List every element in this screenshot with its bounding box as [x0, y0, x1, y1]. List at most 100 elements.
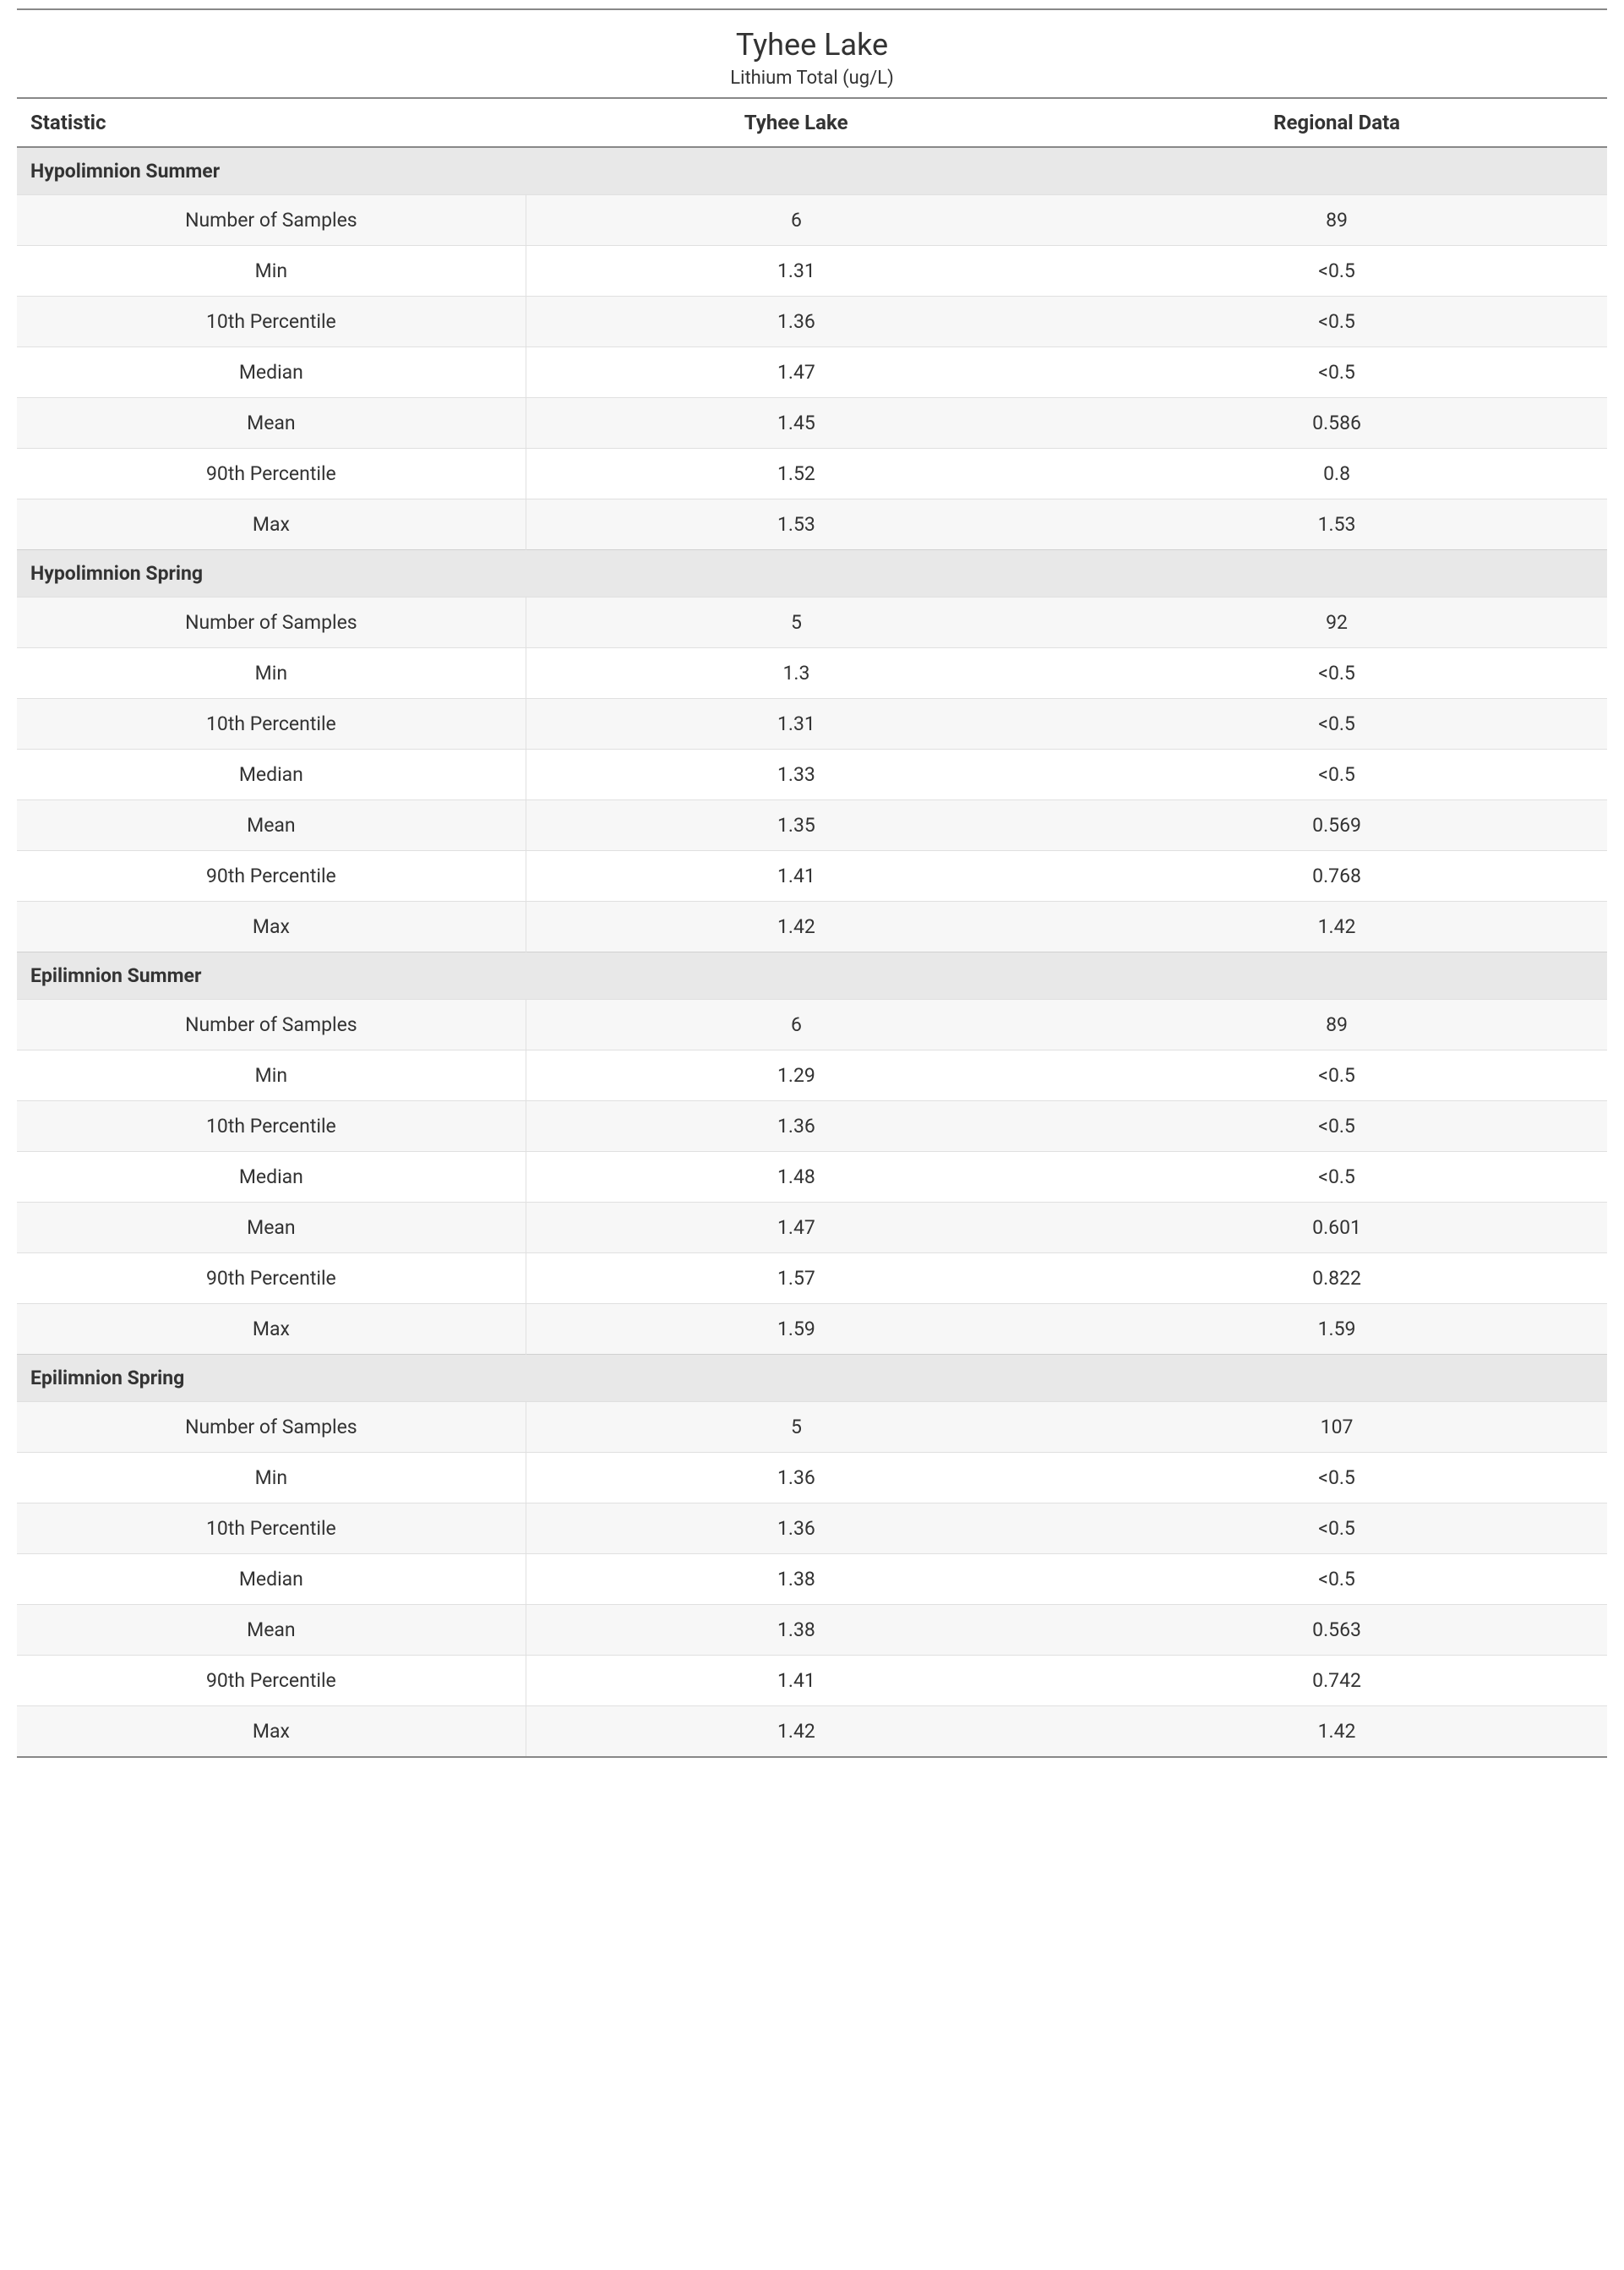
stat-name: 10th Percentile	[17, 1503, 526, 1554]
section-header: Epilimnion Summer	[17, 952, 1607, 1000]
regional-value: <0.5	[1066, 699, 1607, 750]
regional-value: 0.601	[1066, 1203, 1607, 1253]
lake-value: 6	[526, 1000, 1066, 1050]
col-header-regional: Regional Data	[1066, 98, 1607, 147]
table-row: Median1.33<0.5	[17, 750, 1607, 800]
stat-name: Number of Samples	[17, 598, 526, 648]
lake-value: 6	[526, 195, 1066, 246]
table-row: Number of Samples592	[17, 598, 1607, 648]
lake-value: 1.38	[526, 1605, 1066, 1656]
regional-value: 107	[1066, 1402, 1607, 1453]
regional-value: 89	[1066, 1000, 1607, 1050]
table-row: Min1.36<0.5	[17, 1453, 1607, 1503]
table-row: Mean1.470.601	[17, 1203, 1607, 1253]
stat-name: Min	[17, 1050, 526, 1101]
table-row: 90th Percentile1.410.768	[17, 851, 1607, 902]
regional-value: <0.5	[1066, 750, 1607, 800]
lake-value: 1.48	[526, 1152, 1066, 1203]
lake-value: 1.52	[526, 449, 1066, 499]
regional-value: 0.742	[1066, 1656, 1607, 1706]
table-row: Min1.3<0.5	[17, 648, 1607, 699]
table-row: Median1.47<0.5	[17, 347, 1607, 398]
section-header-title: Epilimnion Spring	[17, 1355, 1607, 1402]
lake-value: 1.36	[526, 1101, 1066, 1152]
stat-name: Mean	[17, 398, 526, 449]
stats-table: Statistic Tyhee Lake Regional Data Hypol…	[17, 97, 1607, 1758]
lake-value: 1.29	[526, 1050, 1066, 1101]
table-row: Mean1.450.586	[17, 398, 1607, 449]
regional-value: <0.5	[1066, 297, 1607, 347]
regional-value: <0.5	[1066, 1152, 1607, 1203]
regional-value: 1.42	[1066, 902, 1607, 952]
section-header-title: Epilimnion Summer	[17, 952, 1607, 1000]
table-row: 10th Percentile1.36<0.5	[17, 1101, 1607, 1152]
stat-name: 90th Percentile	[17, 1253, 526, 1304]
stat-name: 10th Percentile	[17, 699, 526, 750]
stat-name: 10th Percentile	[17, 1101, 526, 1152]
lake-value: 5	[526, 598, 1066, 648]
regional-value: <0.5	[1066, 1554, 1607, 1605]
stat-name: Min	[17, 1453, 526, 1503]
table-row: Number of Samples689	[17, 195, 1607, 246]
stat-name: Median	[17, 347, 526, 398]
table-row: Mean1.380.563	[17, 1605, 1607, 1656]
stat-name: Number of Samples	[17, 1402, 526, 1453]
regional-value: 1.42	[1066, 1706, 1607, 1758]
stat-name: Median	[17, 750, 526, 800]
table-row: Median1.48<0.5	[17, 1152, 1607, 1203]
stat-name: 10th Percentile	[17, 297, 526, 347]
regional-value: 0.768	[1066, 851, 1607, 902]
table-body: Hypolimnion SummerNumber of Samples689Mi…	[17, 147, 1607, 1757]
lake-value: 1.31	[526, 246, 1066, 297]
lake-value: 1.3	[526, 648, 1066, 699]
table-row: Max1.531.53	[17, 499, 1607, 550]
table-row: Number of Samples689	[17, 1000, 1607, 1050]
stat-name: 90th Percentile	[17, 851, 526, 902]
regional-value: 0.8	[1066, 449, 1607, 499]
title-block: Tyhee Lake Lithium Total (ug/L)	[17, 10, 1607, 97]
stat-name: Max	[17, 1304, 526, 1355]
lake-value: 1.45	[526, 398, 1066, 449]
section-header: Hypolimnion Spring	[17, 550, 1607, 598]
lake-value: 1.57	[526, 1253, 1066, 1304]
lake-value: 1.41	[526, 851, 1066, 902]
lake-value: 5	[526, 1402, 1066, 1453]
lake-value: 1.36	[526, 1503, 1066, 1554]
stat-name: 90th Percentile	[17, 449, 526, 499]
section-header: Epilimnion Spring	[17, 1355, 1607, 1402]
stat-name: Mean	[17, 1203, 526, 1253]
section-header-title: Hypolimnion Spring	[17, 550, 1607, 598]
table-row: 10th Percentile1.31<0.5	[17, 699, 1607, 750]
table-row: 90th Percentile1.410.742	[17, 1656, 1607, 1706]
lake-value: 1.35	[526, 800, 1066, 851]
regional-value: <0.5	[1066, 1503, 1607, 1554]
regional-value: <0.5	[1066, 1050, 1607, 1101]
col-header-statistic: Statistic	[17, 98, 526, 147]
stat-name: Min	[17, 246, 526, 297]
section-header: Hypolimnion Summer	[17, 147, 1607, 195]
stat-name: Number of Samples	[17, 1000, 526, 1050]
table-row: Min1.31<0.5	[17, 246, 1607, 297]
section-header-title: Hypolimnion Summer	[17, 147, 1607, 195]
regional-value: <0.5	[1066, 648, 1607, 699]
stat-name: Median	[17, 1152, 526, 1203]
table-row: 90th Percentile1.520.8	[17, 449, 1607, 499]
lake-value: 1.36	[526, 1453, 1066, 1503]
lake-value: 1.38	[526, 1554, 1066, 1605]
table-header-row: Statistic Tyhee Lake Regional Data	[17, 98, 1607, 147]
table-row: 10th Percentile1.36<0.5	[17, 297, 1607, 347]
table-row: Max1.421.42	[17, 902, 1607, 952]
regional-value: 1.53	[1066, 499, 1607, 550]
table-row: Min1.29<0.5	[17, 1050, 1607, 1101]
stat-name: Mean	[17, 1605, 526, 1656]
table-row: 10th Percentile1.36<0.5	[17, 1503, 1607, 1554]
regional-value: 1.59	[1066, 1304, 1607, 1355]
regional-value: 92	[1066, 598, 1607, 648]
stat-name: Min	[17, 648, 526, 699]
stat-name: Mean	[17, 800, 526, 851]
table-row: 90th Percentile1.570.822	[17, 1253, 1607, 1304]
regional-value: <0.5	[1066, 347, 1607, 398]
page-subtitle: Lithium Total (ug/L)	[17, 68, 1607, 89]
lake-value: 1.42	[526, 902, 1066, 952]
stat-name: Median	[17, 1554, 526, 1605]
